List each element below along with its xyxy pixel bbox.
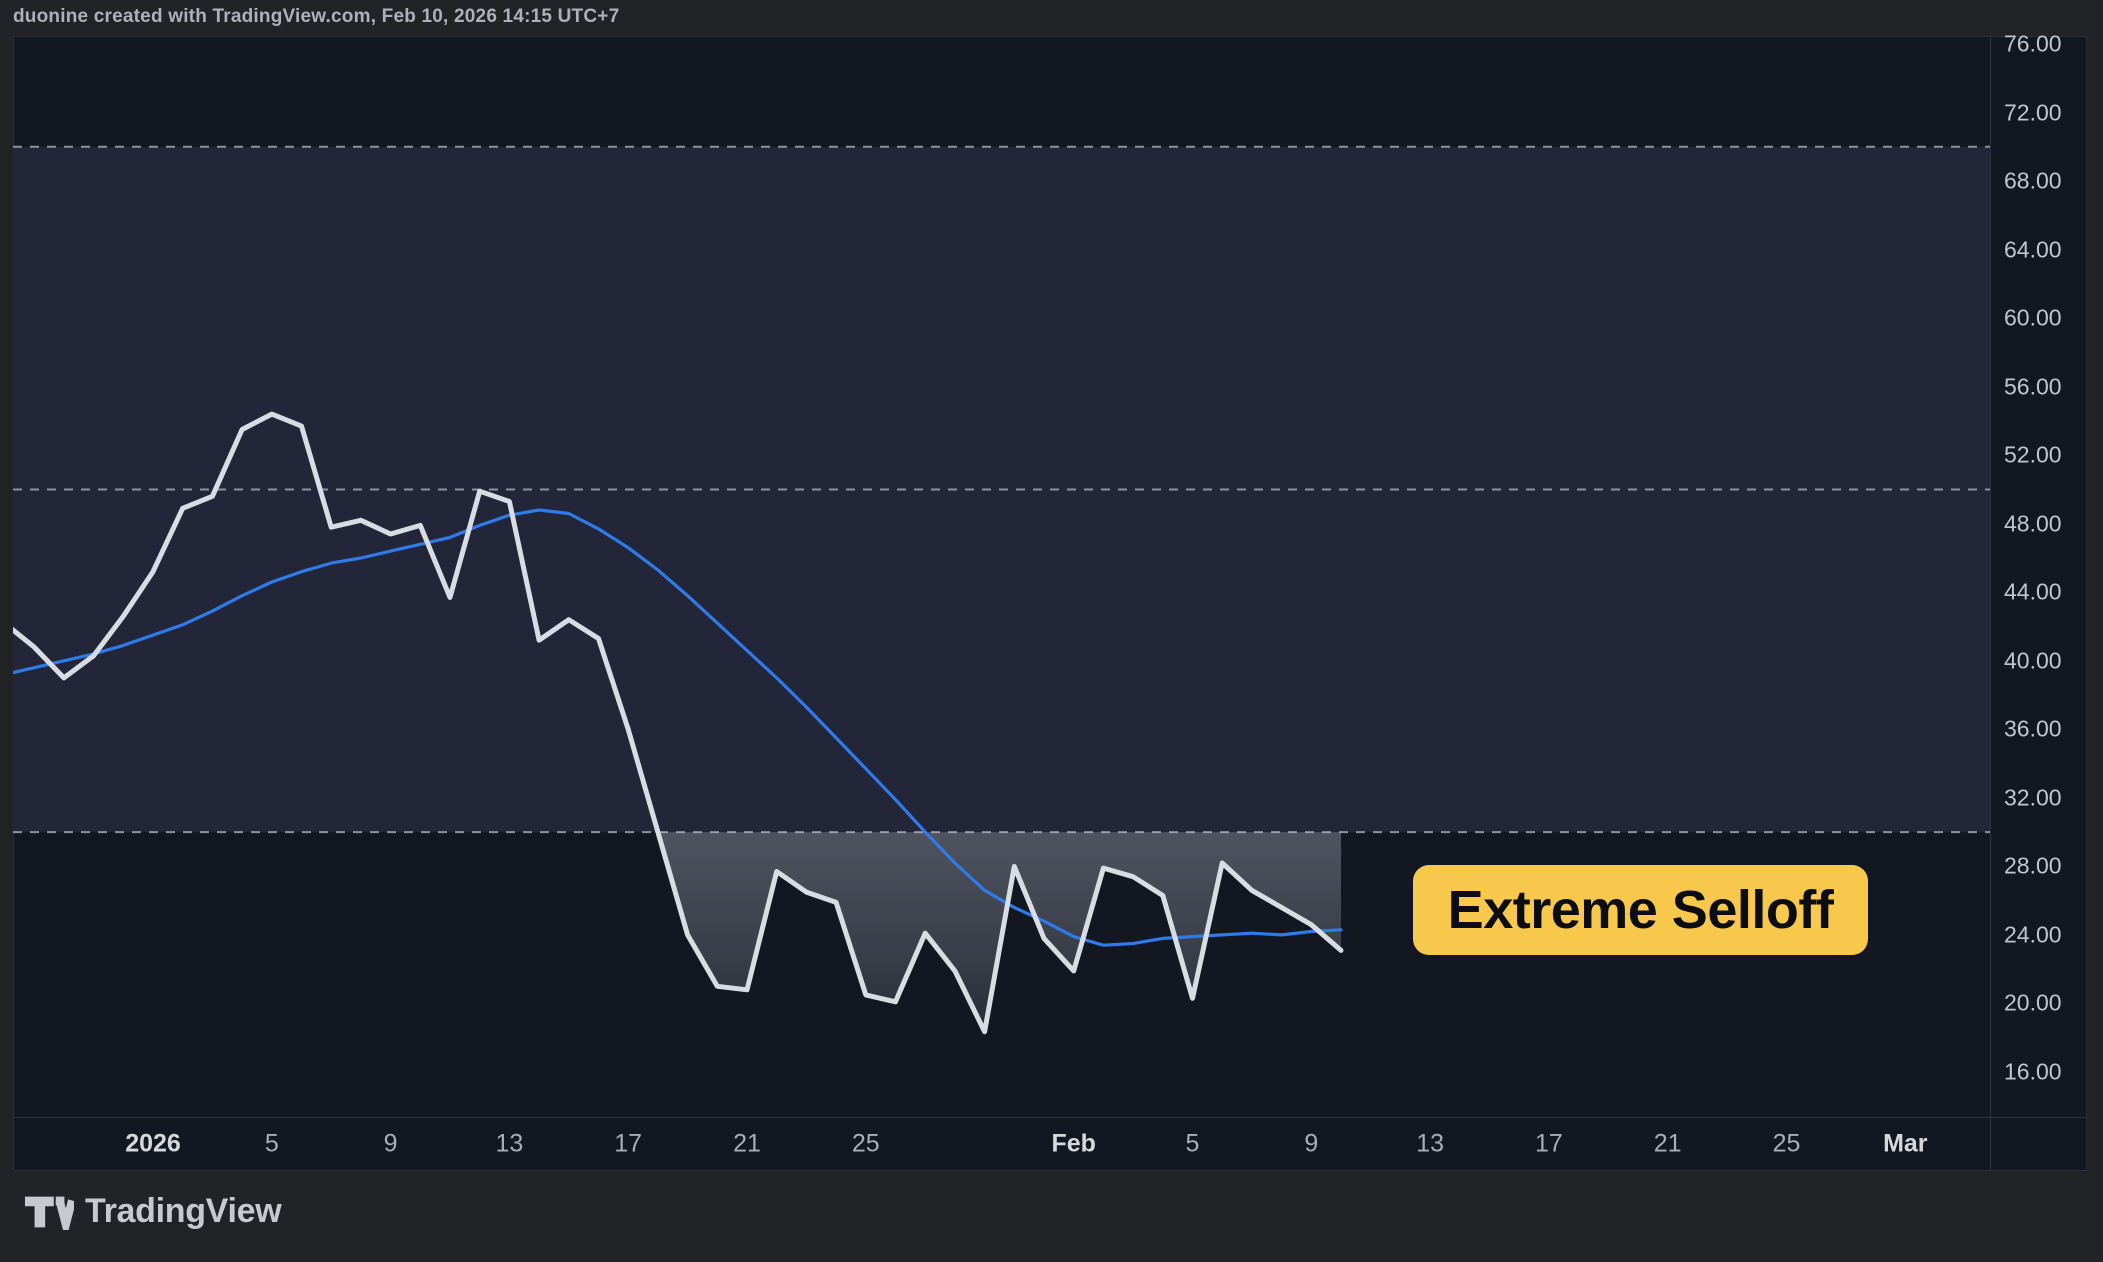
y-axis-label: 40.00	[2004, 647, 2062, 674]
y-axis-label: 24.00	[2004, 921, 2062, 948]
x-axis-label: 25	[1772, 1129, 1801, 1158]
y-axis-label: 56.00	[2004, 373, 2062, 400]
y-axis-label: 64.00	[2004, 236, 2062, 263]
y-axis-label: 72.00	[2004, 99, 2062, 126]
x-axis-label: 17	[1534, 1129, 1563, 1158]
y-axis-label: 52.00	[2004, 441, 2062, 468]
x-axis-label: 5	[264, 1129, 279, 1158]
y-axis-label: 68.00	[2004, 167, 2062, 194]
y-axis-label: 48.00	[2004, 510, 2062, 537]
x-axis-label: 13	[1416, 1129, 1444, 1158]
attribution-text: duonine created with TradingView.com, Fe…	[13, 6, 620, 27]
oversold-gradient-fill	[657, 832, 1341, 1032]
x-axis-label: 9	[383, 1129, 398, 1158]
x-axis-label: 2026	[125, 1129, 181, 1158]
tradingview-logo[interactable]: TradingView	[24, 1192, 282, 1231]
y-axis-label: 44.00	[2004, 578, 2062, 605]
y-axis-label: 60.00	[2004, 304, 2062, 331]
tradingview-logo-icon	[24, 1194, 74, 1230]
price-axis-border	[1990, 36, 1991, 1171]
x-axis-label: 25	[851, 1129, 880, 1158]
y-axis-label: 76.00	[2004, 30, 2062, 57]
extreme-selloff-note[interactable]: Extreme Selloff	[1413, 865, 1868, 955]
y-axis-label: 20.00	[2004, 989, 2062, 1016]
x-axis-label: 13	[495, 1129, 524, 1158]
y-axis-label: 36.00	[2004, 715, 2062, 742]
x-axis-label: 9	[1304, 1129, 1319, 1158]
x-axis-label: Feb	[1051, 1129, 1096, 1158]
tradingview-wordmark: TradingView	[85, 1192, 282, 1230]
y-axis-label: 32.00	[2004, 784, 2062, 811]
time-axis-border	[13, 1117, 2087, 1118]
chart-canvas[interactable]	[13, 36, 1990, 1117]
x-axis-label: 21	[1653, 1129, 1682, 1158]
y-axis-label: 16.00	[2004, 1058, 2062, 1085]
x-axis-label: 17	[614, 1129, 643, 1158]
x-axis-label: Mar	[1883, 1129, 1928, 1158]
rsi-line	[13, 411, 1344, 1035]
note-label: Extreme Selloff	[1447, 880, 1834, 940]
y-axis-label: 28.00	[2004, 852, 2062, 879]
x-axis-label: 5	[1185, 1129, 1200, 1158]
ma-line	[13, 508, 1343, 947]
x-axis-label: 21	[733, 1129, 761, 1158]
